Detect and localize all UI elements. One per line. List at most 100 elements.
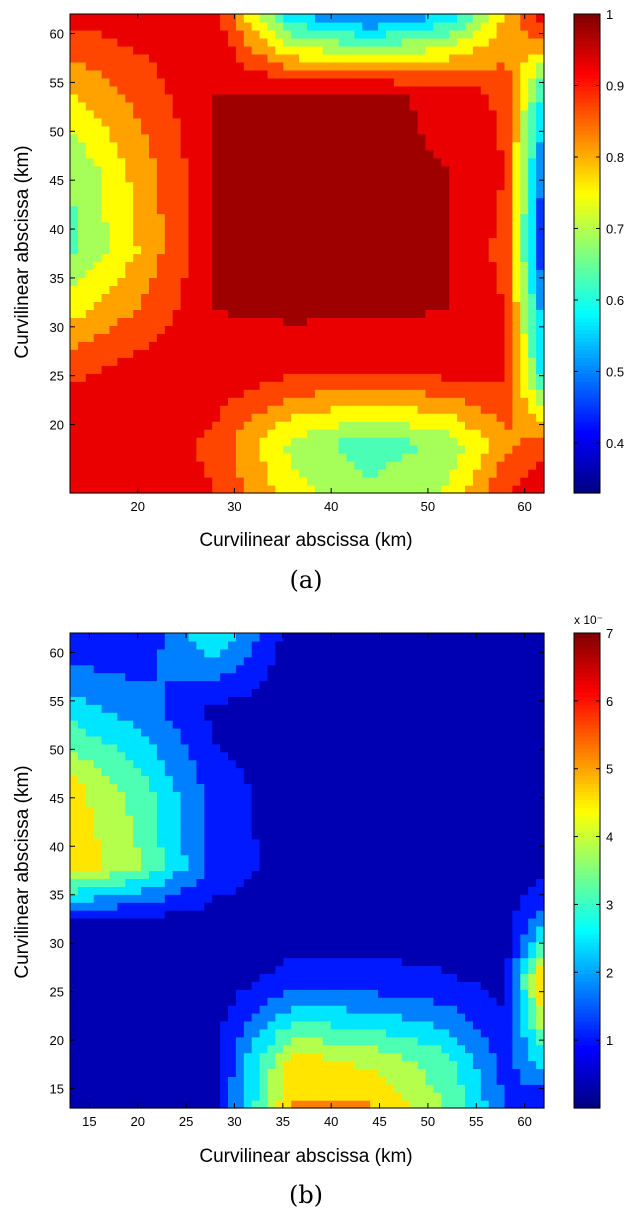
contour-cell: [156, 429, 166, 438]
contour-cell: [196, 405, 205, 414]
contour-cell: [370, 461, 379, 470]
contour-cell: [196, 213, 205, 223]
contour-cell: [196, 349, 205, 358]
contour-cell: [251, 269, 261, 279]
contour-cell: [472, 405, 482, 414]
contour-cell: [188, 461, 197, 470]
contour-cell: [133, 413, 142, 422]
colorbar-step: [574, 377, 600, 382]
contour-cell: [172, 397, 182, 406]
contour-cell: [125, 1100, 134, 1109]
contour-cell: [164, 133, 174, 143]
contour-cell: [70, 461, 79, 470]
contour-cell: [125, 461, 134, 470]
contour-cell: [259, 285, 269, 295]
contour-cell: [362, 157, 371, 167]
contour-cell: [496, 37, 506, 47]
contour-cell: [528, 293, 537, 302]
contour-cell: [417, 965, 427, 975]
contour-cell: [307, 461, 316, 470]
contour-cell: [496, 1036, 506, 1046]
contour-cell: [362, 117, 371, 127]
contour-cell: [346, 333, 355, 342]
contour-cell: [504, 93, 513, 103]
contour-cell: [299, 1013, 308, 1022]
contour-cell: [409, 149, 419, 159]
contour-cell: [409, 373, 419, 382]
contour-cell: [85, 997, 95, 1006]
contour-cell: [70, 1028, 79, 1038]
contour-cell: [291, 45, 300, 55]
contour-cell: [93, 397, 103, 406]
contour-cell: [149, 125, 158, 135]
contour-cell: [480, 205, 490, 215]
contour-cell: [504, 61, 513, 71]
contour-cell: [93, 125, 103, 135]
contour-cell: [149, 413, 158, 422]
contour-cell: [228, 381, 237, 390]
contour-cell: [101, 253, 111, 263]
contour-cell: [172, 125, 182, 135]
contour-cell: [386, 189, 395, 199]
contour-cell: [141, 485, 150, 494]
contour-cell: [496, 1044, 506, 1054]
contour-cell: [125, 957, 134, 967]
contour-cell: [520, 1052, 529, 1062]
colorbar-step: [574, 205, 600, 211]
contour-cell: [188, 405, 197, 414]
contour-cell: [314, 85, 324, 95]
contour-cell: [243, 21, 253, 31]
contour-cell: [465, 237, 474, 247]
contour-cell: [386, 309, 395, 318]
contour-cell: [141, 45, 150, 55]
contour-cell: [180, 477, 190, 486]
contour-cell: [291, 29, 300, 39]
contour-cell: [180, 389, 190, 398]
contour-cell: [267, 101, 276, 111]
contour-cell: [496, 181, 506, 191]
contour-cell: [307, 357, 316, 366]
contour-cell: [149, 157, 158, 167]
contour-cell: [70, 965, 79, 975]
contour-cell: [212, 205, 221, 215]
contour-cell: [441, 93, 450, 103]
contour-cell: [85, 469, 95, 478]
contour-cell: [149, 965, 158, 975]
contour-cell: [133, 429, 142, 438]
contour-cell: [330, 109, 340, 119]
contour-cell: [401, 133, 411, 143]
contour-cell: [362, 397, 371, 406]
contour-cell: [346, 469, 355, 478]
contour-cell: [512, 445, 521, 454]
contour-cell: [417, 469, 427, 478]
contour-cell: [472, 1100, 482, 1109]
contour-cell: [180, 213, 190, 223]
colorbar-step: [574, 413, 600, 418]
contour-cell: [307, 221, 316, 231]
contour-cell: [370, 261, 379, 271]
contour-cell: [204, 141, 213, 151]
contour-cell: [457, 29, 466, 39]
contour-cell: [330, 205, 340, 215]
contour-cell: [307, 1044, 316, 1054]
contour-cell: [220, 165, 229, 175]
contour-cell: [220, 69, 229, 79]
contour-cell: [504, 373, 513, 382]
contour-cell: [465, 333, 474, 342]
contour-cell: [433, 165, 442, 175]
contour-cell: [378, 37, 387, 47]
contour-cell: [488, 1060, 498, 1070]
contour-cell: [291, 1060, 300, 1070]
contour-cell: [512, 1060, 521, 1070]
colorbar-step: [574, 113, 600, 119]
contour-cell: [441, 261, 450, 271]
plot-frame: [69, 13, 545, 494]
contour-cell: [496, 277, 506, 287]
contour-cell: [393, 181, 403, 191]
contour-cell: [275, 381, 284, 390]
contour-cell: [457, 149, 466, 159]
contour-cell: [212, 261, 221, 271]
contour-cell: [449, 133, 458, 143]
contour-cell: [101, 469, 111, 478]
contour-cell: [425, 981, 434, 990]
